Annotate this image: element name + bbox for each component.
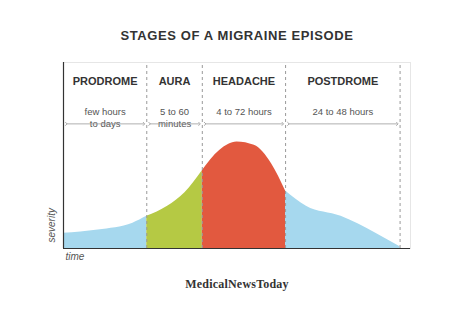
svg-text:HEADACHE: HEADACHE — [213, 75, 275, 87]
svg-text:PRODROME: PRODROME — [73, 75, 138, 87]
svg-text:4 to 72 hours: 4 to 72 hours — [216, 106, 272, 117]
svg-text:AURA: AURA — [159, 75, 191, 87]
svg-text:24 to 48 hours: 24 to 48 hours — [312, 106, 373, 117]
svg-text:5 to 60minutes: 5 to 60minutes — [158, 106, 192, 129]
svg-text:severity: severity — [46, 207, 57, 242]
svg-text:time: time — [66, 251, 85, 262]
html-text:STAGES OF A MIGRAINE EPISODE: STAGES OF A MIGRAINE EPISODE — [120, 28, 354, 43]
html-text:MedicalNewsToday: MedicalNewsToday — [185, 277, 289, 291]
svg-text:few hoursto days: few hoursto days — [85, 106, 126, 129]
svg-text:POSTDROME: POSTDROME — [307, 75, 378, 87]
